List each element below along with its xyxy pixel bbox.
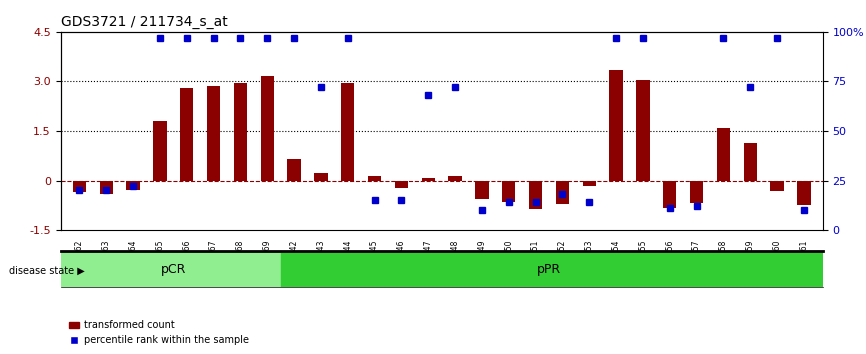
Text: disease state ▶: disease state ▶ — [9, 266, 84, 276]
Bar — [207, 86, 220, 181]
Bar — [798, 181, 811, 205]
Bar — [395, 181, 408, 188]
Bar — [422, 178, 435, 181]
Bar — [61, 251, 281, 287]
Bar — [529, 181, 542, 209]
Bar — [234, 83, 247, 181]
Bar — [556, 181, 569, 204]
Bar — [637, 80, 650, 181]
Text: pPR: pPR — [537, 263, 561, 275]
Bar — [288, 159, 301, 181]
Bar — [126, 181, 139, 190]
Bar — [368, 176, 381, 181]
Bar — [663, 181, 676, 208]
Bar — [449, 176, 462, 181]
Bar — [771, 181, 784, 191]
Bar — [180, 88, 193, 181]
Bar — [261, 76, 274, 181]
Bar — [583, 181, 596, 187]
Bar — [314, 173, 327, 181]
Bar — [475, 181, 488, 199]
Bar — [100, 181, 113, 194]
Bar — [690, 181, 703, 203]
Text: GDS3721 / 211734_s_at: GDS3721 / 211734_s_at — [61, 16, 228, 29]
Bar — [341, 83, 354, 181]
Bar — [153, 121, 166, 181]
Bar — [744, 143, 757, 181]
Bar — [281, 251, 823, 287]
Bar — [73, 181, 86, 192]
Legend: transformed count, percentile rank within the sample: transformed count, percentile rank withi… — [66, 316, 253, 349]
Bar — [502, 181, 515, 202]
Text: pCR: pCR — [160, 263, 186, 275]
Bar — [610, 70, 623, 181]
Bar — [717, 129, 730, 181]
